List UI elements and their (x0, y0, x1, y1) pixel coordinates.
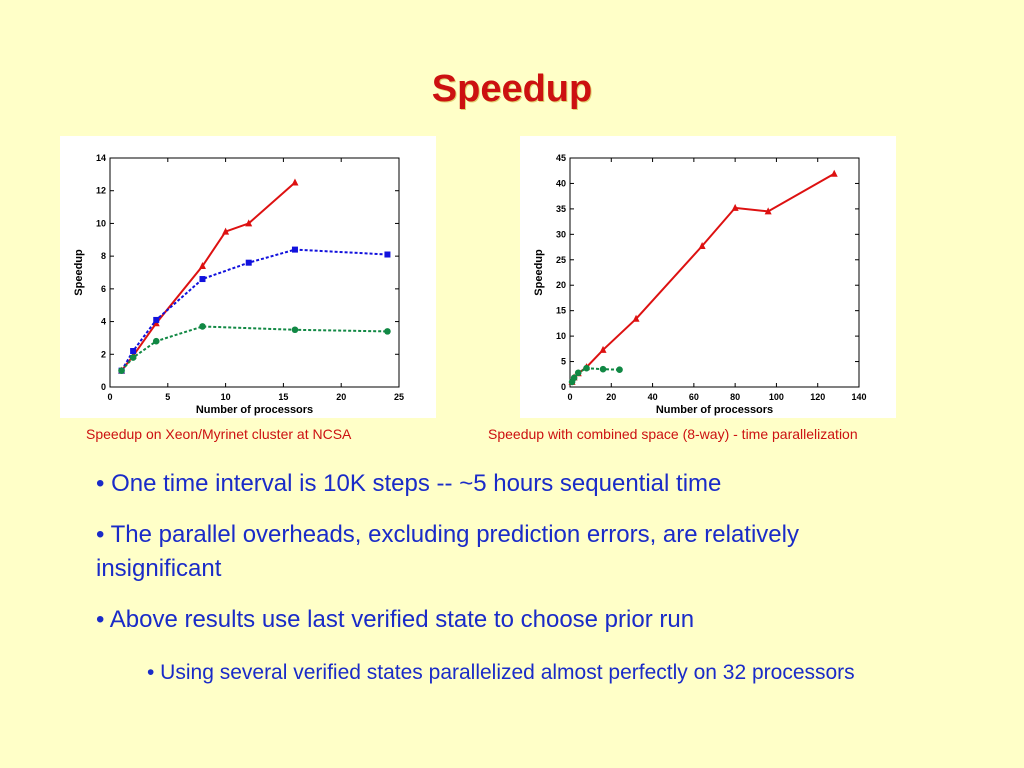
x-tick-label: 10 (221, 392, 231, 402)
data-point (245, 219, 253, 227)
x-tick-label: 120 (810, 392, 825, 402)
y-tick-label: 12 (96, 186, 106, 196)
data-point (384, 328, 391, 335)
data-point (632, 314, 640, 322)
data-point (245, 259, 252, 266)
speedup-chart-combined: 0 20 40 60 80 100 120 140 0 5 10 15 20 25 30 35 40 45 Numb… (520, 136, 896, 418)
y-tick-label: 45 (556, 153, 566, 163)
data-point (599, 345, 607, 353)
data-point (153, 316, 160, 323)
bullet-parallel-overheads: • The parallel overheads, excluding pred… (96, 521, 799, 582)
data-point (291, 246, 298, 253)
y-axis-label: Speedup (73, 249, 85, 296)
data-point (198, 261, 206, 269)
x-tick-label: 100 (769, 392, 784, 402)
bullet-time-interval: • One time interval is 10K steps -- ~5 h… (96, 470, 722, 497)
y-tick-label: 0 (561, 382, 566, 392)
chart-caption-ncsa: Speedup on Xeon/Myrinet cluster at NCSA (86, 426, 352, 442)
y-tick-label: 0 (101, 382, 106, 392)
x-tick-label: 80 (730, 392, 740, 402)
x-tick-label: 60 (689, 392, 699, 402)
bullet-several-verified-states: • Using several verified states parallel… (147, 661, 855, 684)
data-point (570, 374, 578, 382)
y-tick-label: 40 (556, 178, 566, 188)
y-axis-label: Speedup (533, 249, 545, 296)
data-point (616, 366, 623, 373)
speedup-chart-combined-svg: 0 20 40 60 80 100 120 140 0 5 10 15 20 25 30 35 40 45 Numb… (533, 153, 867, 416)
data-point (583, 364, 590, 372)
series-line (571, 367, 620, 383)
x-tick-label: 20 (336, 392, 346, 402)
y-tick-label: 10 (556, 331, 566, 341)
series-line (120, 181, 296, 372)
x-axis-label: Number of processors (196, 404, 313, 416)
data-point (118, 367, 125, 374)
x-tick-label: 0 (107, 392, 112, 402)
data-point (222, 227, 230, 235)
x-tick-label: 140 (851, 392, 866, 402)
speedup-chart-ncsa: 0 5 10 15 20 25 0 2 4 6 8 10 12 14 Number of processor… (60, 136, 436, 418)
data-point (698, 242, 706, 250)
bullet-last-verified-state: • Above results use last verified state … (96, 606, 695, 633)
x-tick-label: 0 (567, 392, 572, 402)
data-point (129, 354, 137, 361)
y-tick-label: 30 (556, 229, 566, 239)
data-point (291, 326, 299, 334)
y-tick-label: 35 (556, 204, 566, 214)
data-point (199, 323, 206, 330)
slide-title: Speedup (431, 68, 593, 110)
series-line (571, 172, 835, 383)
data-point (152, 337, 160, 345)
data-point (731, 203, 739, 211)
data-point (291, 178, 299, 186)
x-tick-label: 15 (278, 392, 288, 402)
y-tick-label: 6 (101, 284, 106, 294)
y-tick-label: 4 (101, 317, 106, 327)
data-point (199, 276, 206, 283)
x-axis-label: Number of processors (656, 404, 773, 416)
x-tick-label: 40 (648, 392, 658, 402)
y-tick-label: 8 (101, 251, 106, 261)
speedup-chart-ncsa-svg: 0 5 10 15 20 25 0 2 4 6 8 10 12 14 Number of processor… (73, 153, 404, 416)
x-tick-label: 5 (165, 392, 170, 402)
series-line (120, 325, 388, 372)
y-tick-label: 14 (96, 153, 106, 163)
data-point (599, 365, 607, 373)
data-point (574, 369, 582, 377)
y-tick-label: 20 (556, 280, 566, 290)
y-tick-label: 2 (101, 349, 106, 359)
plot-frame (109, 157, 400, 388)
x-tick-label: 20 (606, 392, 616, 402)
y-tick-label: 15 (556, 306, 566, 316)
chart-caption-combined: Speedup with combined space (8-way) - ti… (488, 426, 858, 442)
x-tick-label: 25 (394, 392, 404, 402)
series-line (120, 248, 388, 372)
y-tick-label: 10 (96, 218, 106, 228)
y-tick-label: 25 (556, 255, 566, 265)
data-point (764, 207, 772, 215)
data-point (130, 348, 137, 355)
plot-frame (569, 157, 860, 388)
data-point (830, 169, 838, 177)
data-point (384, 251, 391, 258)
y-tick-label: 5 (561, 357, 566, 367)
